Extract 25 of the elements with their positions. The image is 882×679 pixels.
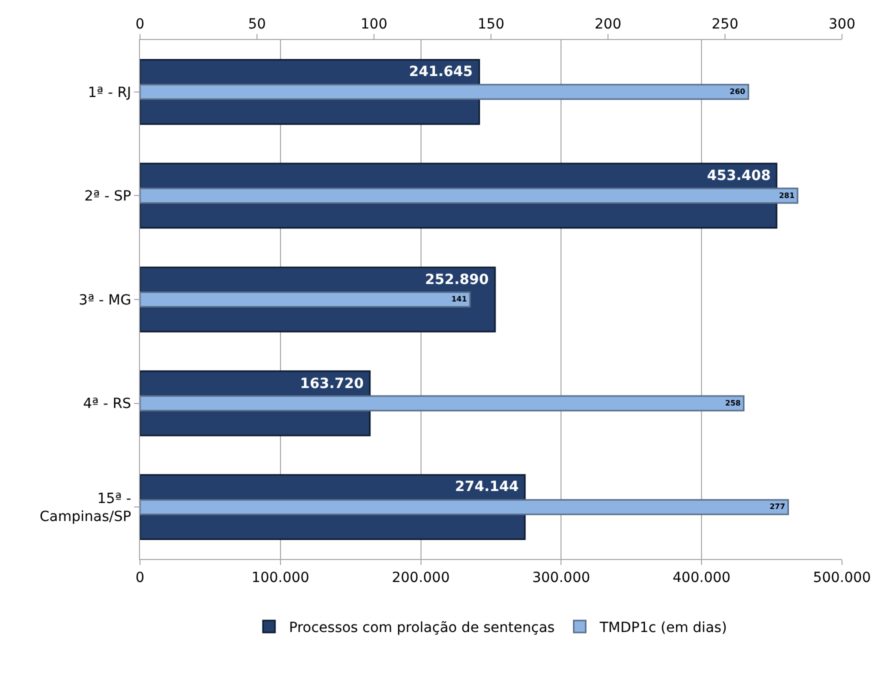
y-tick-label: 15ª - Campinas/SP (40, 490, 132, 526)
x2-tick-label: 200 (594, 16, 622, 32)
x-tick-label: 0 (136, 570, 144, 586)
y-tick-label: 4ª - RS (83, 396, 132, 412)
x-tick-label: 300.000 (532, 570, 590, 586)
data-label: 252.890 (425, 272, 490, 288)
x-tick-label: 500.000 (813, 570, 871, 586)
legend-label: TMDP1c (em dias) (598, 620, 727, 636)
y-tick-label: 1ª - RJ (88, 84, 132, 101)
legend-label: Processos com prolação de sentenças (289, 620, 555, 636)
data-label: 241.645 (409, 64, 473, 80)
data-label: 163.720 (300, 376, 364, 392)
x-tick-label: 100.000 (251, 570, 310, 586)
x2-tick-label: 150 (478, 16, 504, 32)
data-label: 274.144 (455, 479, 520, 495)
x2-tick-label: 250 (712, 16, 738, 32)
x2-tick-label: 100 (360, 16, 388, 32)
x2-tick-label: 50 (248, 16, 266, 32)
x2-tick-label: 300 (828, 16, 856, 32)
x2-tick-label: 0 (136, 16, 144, 32)
x-tick-label: 200.000 (392, 570, 450, 586)
data-label: 453.408 (707, 168, 771, 184)
x-tick-label: 400.000 (672, 570, 731, 586)
y-tick-label: 2ª - SP (84, 188, 132, 205)
y-tick-label: 3ª - MG (78, 292, 132, 308)
